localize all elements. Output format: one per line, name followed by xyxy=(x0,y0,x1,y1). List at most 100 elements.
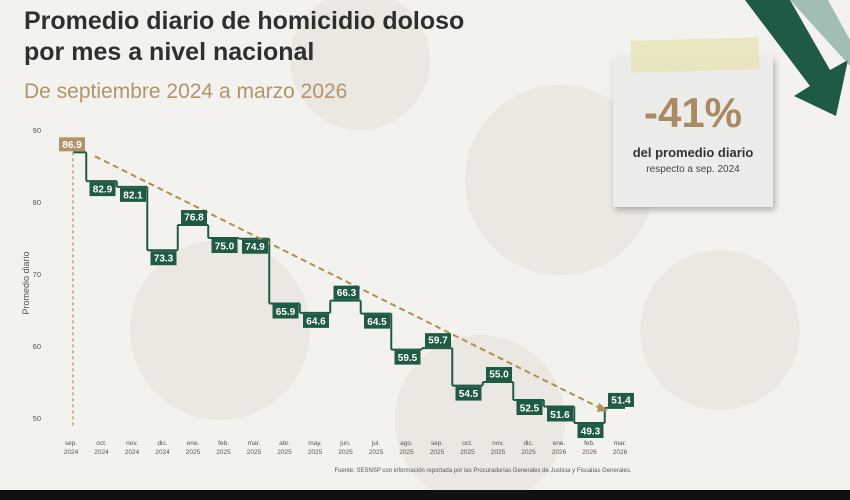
page-title: Promedio diario de homicidio doloso por … xyxy=(24,6,464,68)
value-box-2 xyxy=(120,187,146,202)
value-box-1 xyxy=(89,182,116,197)
value-box-5 xyxy=(211,239,238,253)
value-label-3: 73.3 xyxy=(154,254,174,265)
x-tick-year-7: 2025 xyxy=(277,449,292,456)
trend-line xyxy=(72,152,608,426)
y-axis: 50 60 70 80 90 xyxy=(33,126,41,423)
x-tick-month-6: mar. xyxy=(248,440,261,447)
value-label-18: 51.4 xyxy=(611,395,631,406)
value-box-8 xyxy=(303,313,329,328)
value-label-11: 59.5 xyxy=(398,353,418,364)
value-label-16: 51.6 xyxy=(550,410,570,421)
callout-line-2: respecto a sep. 2024 xyxy=(646,164,740,175)
x-tick-year-4: 2025 xyxy=(186,449,201,456)
x-tick-year-13: 2025 xyxy=(460,449,475,456)
x-tick-month-1: oct. xyxy=(96,440,107,447)
value-box-9 xyxy=(333,285,360,300)
x-tick-month-5: feb. xyxy=(218,440,229,447)
x-tick-month-13: oct. xyxy=(462,440,473,447)
x-tick-year-14: 2025 xyxy=(491,449,506,456)
x-tick-year-11: 2025 xyxy=(399,449,414,456)
x-tick-month-0: sep. xyxy=(65,440,77,447)
y-tick-label-1: 60 xyxy=(33,342,41,351)
value-box-4 xyxy=(181,210,207,225)
value-box-17 xyxy=(577,424,604,439)
y-tick-label-0: 50 xyxy=(33,414,41,423)
value-label-4: 76.8 xyxy=(184,213,204,224)
y-tick-label-2: 70 xyxy=(33,270,41,279)
x-tick-month-4: ene. xyxy=(187,440,200,447)
value-label-5: 75.0 xyxy=(215,242,235,253)
value-box-13 xyxy=(455,386,482,401)
value-label-10: 64.5 xyxy=(367,317,387,328)
x-tick-year-1: 2024 xyxy=(94,449,109,456)
x-tick-month-14: nov. xyxy=(492,440,504,447)
step-series xyxy=(73,151,625,425)
value-label-6: 74.9 xyxy=(245,242,265,253)
trend-arrow-head xyxy=(597,402,608,412)
x-tick-month-9: jun. xyxy=(339,440,351,447)
source-note: Fuente: SESNSP con información reportada… xyxy=(334,468,631,474)
x-tick-year-10: 2025 xyxy=(369,449,384,456)
value-label-7: 65.9 xyxy=(276,307,296,318)
value-box-3 xyxy=(150,251,177,266)
x-axis: sep. 2024 oct. 2024 nov. 2024 dic. 2024 ene. 2025… xyxy=(64,440,628,456)
page-subtitle: De septiembre 2024 a marzo 2026 xyxy=(24,80,348,103)
x-tick-month-3: dic. xyxy=(157,440,167,447)
data-labels: 86.9 82.9 82.1 73.3 76.8 75.0 74.9 65.9 64.6 66.3… xyxy=(59,137,634,439)
value-box-14 xyxy=(486,367,512,381)
value-box-0 xyxy=(59,137,85,152)
value-label-0: 86.9 xyxy=(62,140,82,151)
x-tick-year-5: 2025 xyxy=(216,449,231,456)
x-tick-month-2: nov. xyxy=(126,440,138,447)
x-tick-month-8: may. xyxy=(308,440,322,447)
x-tick-year-6: 2025 xyxy=(247,449,262,456)
value-box-15 xyxy=(516,401,543,415)
value-box-7 xyxy=(272,304,299,319)
x-tick-month-10: jul. xyxy=(371,440,381,447)
title-line-1: Promedio diario de homicidio doloso xyxy=(24,7,465,35)
title-line-2: por mes a nivel nacional xyxy=(24,38,315,66)
bottom-bar xyxy=(0,490,850,500)
y-axis-label: Promedio diario xyxy=(21,251,31,314)
x-tick-month-17: feb. xyxy=(584,440,595,447)
value-box-6 xyxy=(242,239,268,254)
arrow-graphic xyxy=(745,0,848,116)
y-tick-label-4: 90 xyxy=(33,126,41,135)
value-label-17: 49.3 xyxy=(581,427,601,438)
x-tick-year-17: 2026 xyxy=(582,449,597,456)
x-tick-year-15: 2025 xyxy=(521,449,536,456)
value-label-1: 82.9 xyxy=(93,185,113,196)
x-tick-year-3: 2024 xyxy=(155,449,170,456)
x-tick-year-18: 2026 xyxy=(613,449,628,456)
x-tick-month-12: sep. xyxy=(431,440,443,447)
x-tick-month-18: mar. xyxy=(614,440,627,447)
value-box-10 xyxy=(364,314,390,329)
x-tick-month-11: ago. xyxy=(400,440,413,447)
x-tick-year-2: 2024 xyxy=(125,449,140,456)
value-label-12: 59.7 xyxy=(428,336,448,347)
x-tick-month-16: ene. xyxy=(553,440,566,447)
value-box-11 xyxy=(394,350,421,365)
value-box-12 xyxy=(425,333,451,348)
value-label-8: 64.6 xyxy=(306,316,326,327)
x-tick-year-8: 2025 xyxy=(308,449,323,456)
x-tick-month-15: dic. xyxy=(523,440,533,447)
value-label-15: 52.5 xyxy=(520,404,540,415)
value-label-14: 55.0 xyxy=(489,370,509,381)
x-tick-year-0: 2024 xyxy=(64,449,79,456)
value-label-13: 54.5 xyxy=(459,389,479,400)
value-label-2: 82.1 xyxy=(123,190,143,201)
callout-note: -41% del promedio diario respecto a sep.… xyxy=(613,37,773,207)
callout-line-1: del promedio diario xyxy=(632,145,754,160)
trend-dashed-line xyxy=(94,155,607,412)
x-tick-year-16: 2026 xyxy=(552,449,567,456)
value-box-16 xyxy=(547,407,573,422)
callout-percent: -41% xyxy=(643,89,743,136)
y-tick-label-3: 80 xyxy=(33,198,41,207)
x-tick-year-9: 2025 xyxy=(338,449,353,456)
value-box-18 xyxy=(608,392,634,407)
x-tick-month-7: abr. xyxy=(279,440,290,447)
